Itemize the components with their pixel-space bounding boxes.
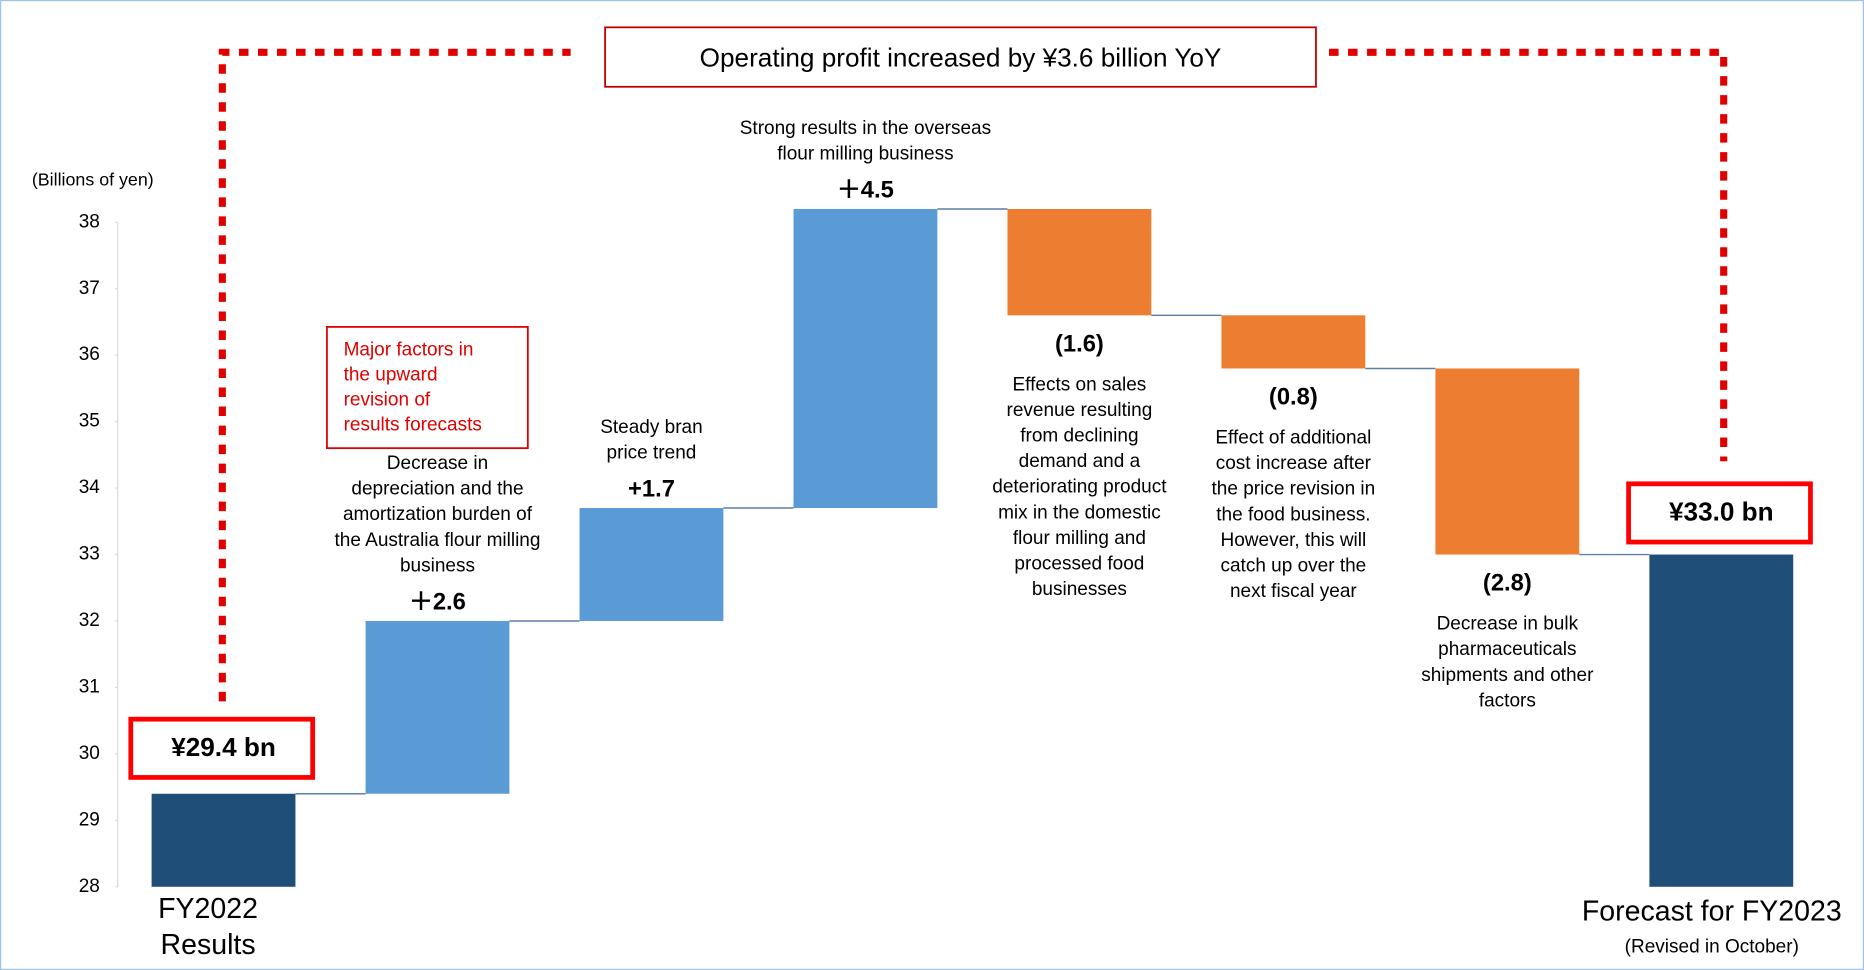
y-tick-label: 38 — [79, 211, 100, 232]
y-tick-label: 35 — [79, 411, 100, 432]
x-tick-label: (Revised in October) — [1625, 936, 1799, 957]
annotation: depreciation and the — [351, 479, 523, 500]
y-tick-label: 33 — [79, 544, 100, 565]
value-label: +1.7 — [628, 475, 675, 502]
callout-text: results forecasts — [344, 415, 482, 436]
annotation: the Australia flour milling — [335, 530, 541, 551]
bracket-left — [218, 48, 571, 702]
annotation: Effects on sales — [1013, 374, 1147, 395]
callout-text: Major factors in — [344, 340, 474, 361]
bar — [151, 793, 296, 887]
bar — [1221, 315, 1366, 369]
annotation: revenue resulting — [1007, 400, 1153, 421]
y-tick-label: 30 — [79, 743, 100, 764]
y-tick-label: 36 — [79, 344, 100, 365]
annotation: the food business. — [1216, 504, 1370, 525]
callout-text: revision of — [344, 390, 431, 411]
value-label: ＋4.5 — [837, 176, 894, 203]
annotation: Strong results in the overseas — [740, 118, 991, 139]
bar — [793, 209, 938, 509]
bar — [1435, 368, 1580, 555]
annotation: Steady bran — [600, 417, 702, 438]
y-tick-label: 32 — [79, 610, 100, 631]
annotation: the price revision in — [1212, 479, 1376, 500]
x-tick-label: FY2022 — [158, 893, 258, 925]
x-tick-label: Forecast for FY2023 — [1582, 895, 1842, 927]
annotation: pharmaceuticals — [1438, 639, 1576, 660]
annotation: cost increase after — [1216, 453, 1372, 474]
annotation: amortization burden of — [343, 504, 533, 525]
annotation: price trend — [607, 442, 697, 463]
annotation: mix in the domestic — [998, 502, 1161, 523]
annotation: However, this will — [1221, 530, 1367, 551]
y-tick-label: 29 — [79, 809, 100, 830]
callout-box — [326, 326, 529, 450]
annotation: Decrease in — [387, 453, 488, 474]
y-tick-label: 28 — [79, 876, 100, 897]
annotation: flour milling and — [1013, 528, 1146, 549]
total-label-box — [128, 716, 316, 780]
annotation: Decrease in bulk — [1437, 614, 1579, 635]
bar — [1649, 554, 1794, 887]
annotation: processed food — [1014, 553, 1144, 574]
annotation: demand and a — [1019, 451, 1141, 472]
bracket-right — [1329, 48, 1728, 462]
value-label: ¥29.4 bn — [171, 732, 276, 762]
annotation: from declining — [1020, 426, 1138, 447]
callout-text: the upward — [344, 365, 438, 386]
y-axis-label: (Billions of yen) — [32, 169, 154, 189]
annotation: businesses — [1032, 579, 1127, 600]
value-label: ¥33.0 bn — [1669, 496, 1774, 526]
total-label-box — [1626, 481, 1813, 545]
chart-title: Operating profit increased by ¥3.6 billi… — [700, 42, 1222, 72]
annotation: business — [400, 555, 475, 576]
value-label: (1.6) — [1055, 330, 1104, 357]
bar — [365, 620, 510, 794]
annotation: next fiscal year — [1230, 581, 1357, 602]
annotation: factors — [1479, 690, 1536, 711]
value-label: (2.8) — [1483, 570, 1532, 597]
bar — [1007, 209, 1152, 316]
bar — [579, 508, 724, 621]
annotation: shipments and other — [1421, 665, 1594, 686]
value-label: ＋2.6 — [409, 588, 466, 615]
title-box — [604, 26, 1317, 88]
value-label: (0.8) — [1269, 383, 1318, 410]
annotation: Effect of additional — [1215, 428, 1371, 449]
annotation: deteriorating product — [992, 477, 1167, 498]
annotation: flour milling business — [777, 143, 953, 164]
dotted-bracket — [218, 48, 1728, 702]
y-tick-label: 37 — [79, 278, 100, 299]
x-tick-label: Results — [161, 929, 256, 961]
y-tick-label: 34 — [79, 477, 101, 498]
annotation: catch up over the — [1220, 555, 1366, 576]
y-tick-label: 31 — [79, 676, 100, 697]
